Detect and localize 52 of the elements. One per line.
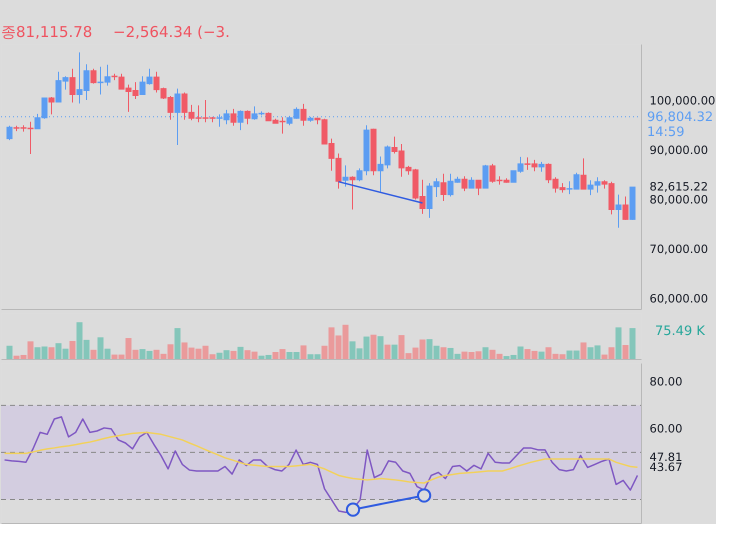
bar bbox=[392, 344, 398, 359]
candlestick bbox=[244, 110, 250, 125]
bar bbox=[48, 347, 54, 359]
bar bbox=[70, 340, 76, 359]
bar bbox=[538, 352, 544, 359]
candlestick bbox=[70, 68, 76, 103]
bar bbox=[230, 350, 236, 359]
bar bbox=[616, 327, 622, 359]
y-tick-label: 60.00 bbox=[650, 421, 682, 436]
bar bbox=[622, 345, 628, 359]
bar bbox=[378, 336, 384, 359]
candlestick bbox=[342, 164, 348, 188]
candlestick bbox=[300, 103, 306, 126]
bar bbox=[300, 345, 306, 359]
candlestick bbox=[462, 176, 468, 192]
ref-line-label: 96,804.32 14:59 bbox=[647, 110, 714, 140]
bar bbox=[482, 347, 488, 359]
y-tick-label: 70,000.00 bbox=[650, 242, 708, 256]
bar bbox=[630, 328, 636, 359]
y-tick-label: 82,615.22 bbox=[650, 180, 708, 194]
y-tick-label: 43.67 bbox=[650, 460, 682, 474]
y-tick-label: 80,000.00 bbox=[650, 192, 708, 207]
bar bbox=[384, 344, 390, 359]
y-tick-label: 80.00 bbox=[650, 374, 682, 388]
candlestick bbox=[440, 173, 446, 202]
text: −2,564.34 (−3. bbox=[113, 23, 230, 41]
text: 종81,115.78 bbox=[1, 23, 92, 41]
candlestick bbox=[580, 158, 586, 190]
candlestick bbox=[538, 161, 544, 172]
candlestick bbox=[48, 96, 54, 115]
candlestick bbox=[350, 176, 356, 210]
bar bbox=[440, 347, 446, 359]
bar bbox=[174, 328, 180, 359]
bar bbox=[6, 346, 12, 359]
candlestick bbox=[174, 88, 180, 146]
candlestick bbox=[622, 196, 628, 220]
text: 75.49 K bbox=[655, 324, 706, 339]
bar bbox=[90, 350, 96, 359]
candlestick bbox=[6, 125, 12, 141]
y-tick-label: 90,000.00 bbox=[650, 142, 708, 157]
candlestick bbox=[468, 176, 474, 189]
bar bbox=[370, 334, 376, 359]
candlestick bbox=[90, 68, 96, 84]
line-series bbox=[4, 432, 638, 484]
candlestick bbox=[476, 180, 482, 196]
candlestick bbox=[616, 194, 622, 228]
bar bbox=[238, 346, 244, 359]
candlestick bbox=[482, 164, 488, 189]
bar bbox=[580, 342, 586, 359]
y-tick-label: 60,000.00 bbox=[650, 292, 708, 306]
candlestick bbox=[230, 108, 236, 126]
y-tick-label: 100,000.00 bbox=[650, 93, 716, 108]
